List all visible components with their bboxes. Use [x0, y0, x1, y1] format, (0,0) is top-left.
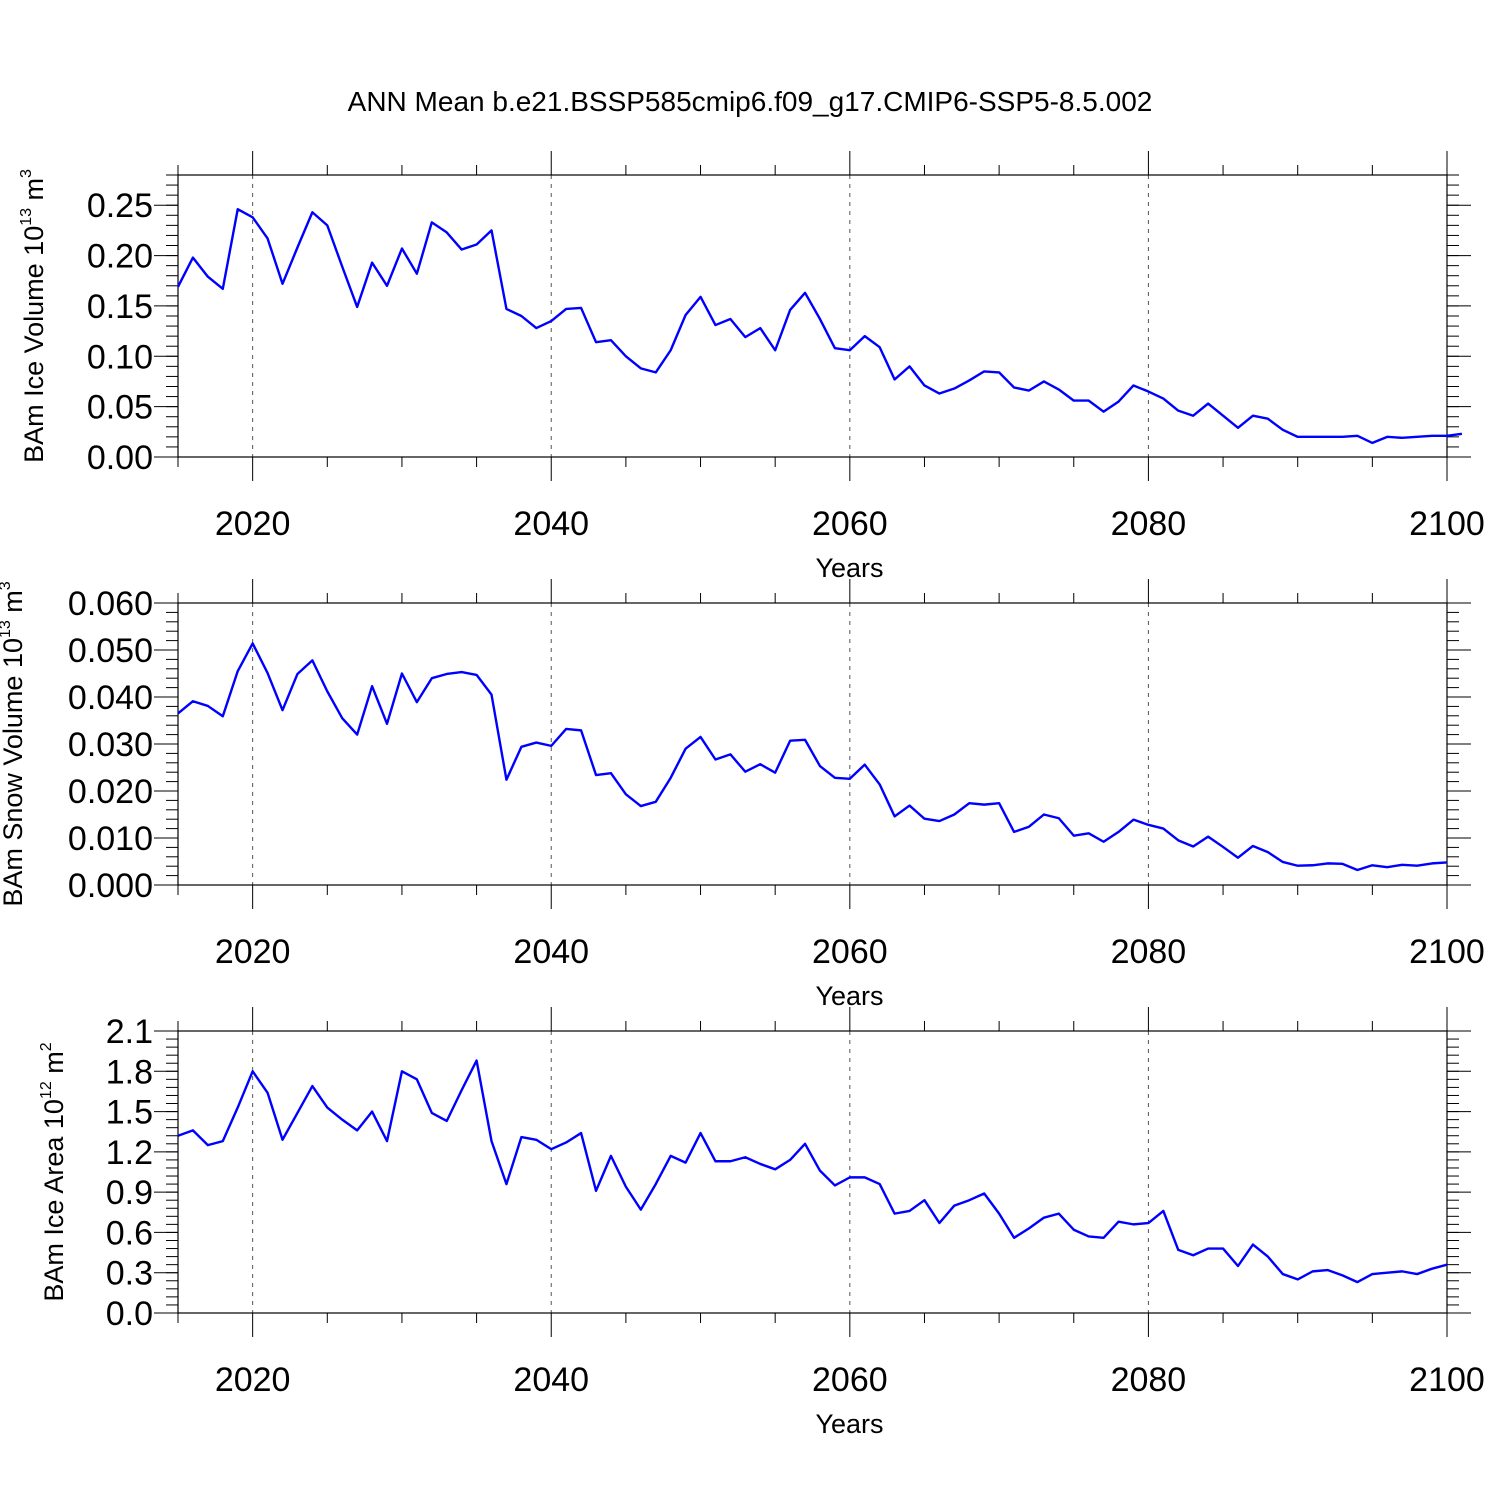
panel-2: 0.000 0.010 0.020 0.030 0.040 0.050 0.060 2020 2… [0, 579, 1485, 1011]
y-tick-label: 0.15 [87, 288, 153, 326]
x-tick-label: 2020 [215, 505, 291, 543]
y-tick-label: 0.040 [68, 679, 153, 717]
panel-3: 0.00.30.60.91.21.51.82.1 2020 2040 2060 2080… [38, 1007, 1485, 1439]
y-tick-label: 0.3 [106, 1255, 153, 1293]
x-tick-label: 2080 [1111, 1361, 1187, 1399]
panel-1: 0.00 0.05 0.10 0.15 0.20 0.25 2020 2040 2060 2080… [18, 151, 1485, 583]
y-tick-label: 0.05 [87, 389, 153, 427]
x-tick-label: 2060 [812, 933, 888, 971]
x-tick-label: 2040 [513, 933, 589, 971]
y-axis-label: BAm Snow Volume 1013 m3 [0, 581, 28, 906]
x-tick-label: 2040 [513, 1361, 589, 1399]
x-axis-label: Years [815, 981, 883, 1011]
y-tick-label: 0.030 [68, 726, 153, 764]
y-tick-label: 0.9 [106, 1174, 153, 1212]
y-tick-label: 0.060 [68, 585, 153, 623]
y-tick-label: 0.00 [87, 439, 153, 477]
x-tick-label: 2080 [1111, 505, 1187, 543]
y-tick-label: 0.25 [87, 187, 153, 225]
x-tick-label: 2020 [215, 1361, 291, 1399]
plot-frame [177, 174, 1448, 458]
x-tick-label: 2080 [1111, 933, 1187, 971]
y-tick-label: 1.8 [106, 1053, 153, 1091]
y-tick-label: 0.020 [68, 773, 153, 811]
y-tick-label: 0.20 [87, 238, 153, 276]
y-tick-label: 1.5 [106, 1094, 153, 1132]
y-tick-label: 0.10 [87, 338, 153, 376]
y-tick-label: 0.010 [68, 820, 153, 858]
x-tick-label: 2100 [1409, 1361, 1485, 1399]
x-tick-label: 2020 [215, 933, 291, 971]
series-line [176, 208, 1463, 445]
chart-title: ANN Mean b.e21.BSSP585cmip6.f09_g17.CMIP… [348, 86, 1153, 117]
x-tick-label: 2100 [1409, 505, 1485, 543]
y-tick-label: 2.1 [106, 1013, 153, 1051]
x-tick-label: 2060 [812, 1361, 888, 1399]
x-tick-label: 2040 [513, 505, 589, 543]
series-line [177, 642, 1448, 872]
y-tick-label: 0.000 [68, 867, 153, 905]
y-tick-label: 1.2 [106, 1134, 153, 1172]
y-tick-label: 0.0 [106, 1295, 153, 1333]
plot-frame [177, 602, 1448, 886]
y-axis-label: BAm Ice Volume 1013 m3 [18, 169, 49, 463]
x-axis-label: Years [815, 1409, 883, 1439]
y-tick-label: 0.050 [68, 632, 153, 670]
series-line [177, 1059, 1448, 1284]
x-tick-label: 2100 [1409, 933, 1485, 971]
x-tick-label: 2060 [812, 505, 888, 543]
x-axis-label: Years [815, 553, 883, 583]
plot-frame [177, 1030, 1448, 1314]
y-axis-label: BAm Ice Area 1012 m2 [38, 1042, 69, 1301]
y-tick-label: 0.6 [106, 1214, 153, 1252]
